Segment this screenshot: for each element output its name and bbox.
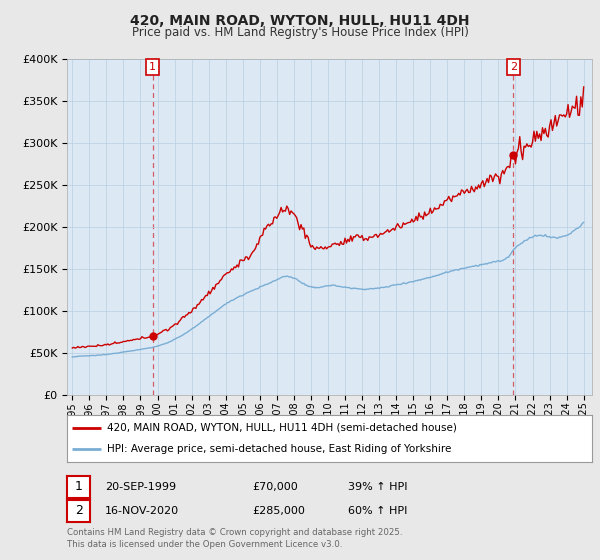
Text: 20-SEP-1999: 20-SEP-1999	[105, 482, 176, 492]
Text: £70,000: £70,000	[252, 482, 298, 492]
Text: 2: 2	[74, 505, 83, 517]
Text: 60% ↑ HPI: 60% ↑ HPI	[348, 506, 407, 516]
Text: £285,000: £285,000	[252, 506, 305, 516]
Text: 2: 2	[510, 62, 517, 72]
Text: 1: 1	[149, 62, 156, 72]
Text: 16-NOV-2020: 16-NOV-2020	[105, 506, 179, 516]
Text: 39% ↑ HPI: 39% ↑ HPI	[348, 482, 407, 492]
Text: HPI: Average price, semi-detached house, East Riding of Yorkshire: HPI: Average price, semi-detached house,…	[107, 444, 451, 454]
Text: 420, MAIN ROAD, WYTON, HULL, HU11 4DH (semi-detached house): 420, MAIN ROAD, WYTON, HULL, HU11 4DH (s…	[107, 423, 457, 433]
Text: 1: 1	[74, 480, 83, 493]
Text: Price paid vs. HM Land Registry's House Price Index (HPI): Price paid vs. HM Land Registry's House …	[131, 26, 469, 39]
Text: 420, MAIN ROAD, WYTON, HULL, HU11 4DH: 420, MAIN ROAD, WYTON, HULL, HU11 4DH	[130, 14, 470, 28]
Text: Contains HM Land Registry data © Crown copyright and database right 2025.
This d: Contains HM Land Registry data © Crown c…	[67, 528, 403, 549]
